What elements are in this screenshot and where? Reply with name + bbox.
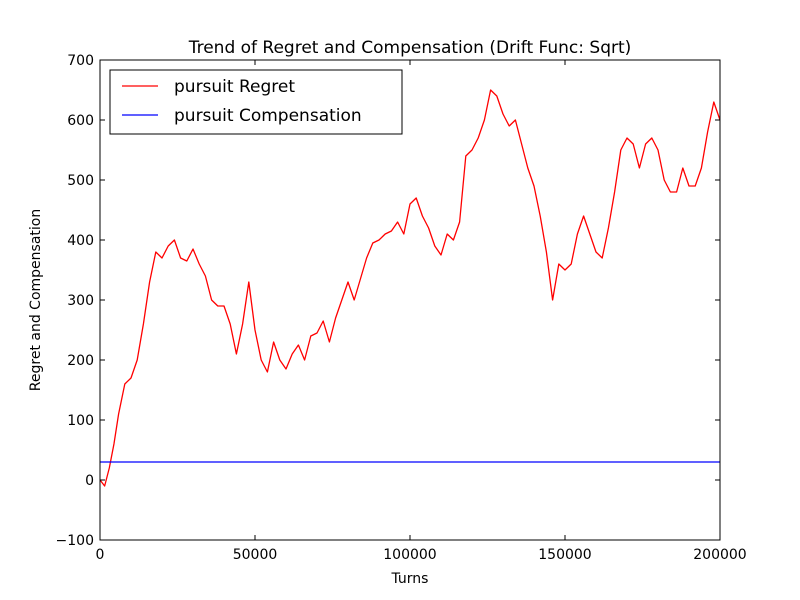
y-tick-label: 600: [67, 113, 94, 129]
legend: pursuit Regret pursuit Compensation: [109, 69, 403, 135]
legend-label-compensation: pursuit Compensation: [174, 106, 362, 126]
x-tick-label: 100000: [383, 547, 436, 563]
x-tick-label: 150000: [538, 547, 591, 563]
y-tick-label: 700: [67, 53, 94, 69]
x-tick-label: 50000: [233, 547, 278, 563]
x-axis-label: Turns: [391, 571, 429, 587]
y-tick-label: 400: [67, 233, 94, 249]
y-tick-label: 200: [67, 353, 94, 369]
legend-box: [109, 69, 403, 135]
y-tick-label: 500: [67, 173, 94, 189]
y-tick-label: 100: [67, 413, 94, 429]
y-axis-label: Regret and Compensation: [28, 209, 44, 391]
y-tick-label: 300: [67, 293, 94, 309]
chart-title: Trend of Regret and Compensation (Drift …: [188, 38, 632, 58]
legend-label-regret: pursuit Regret: [174, 77, 295, 97]
y-tick-label: 0: [85, 473, 94, 489]
x-tick-label: 0: [96, 547, 105, 563]
y-tick-label: −100: [56, 533, 94, 549]
series-line-pursuit-regret: [100, 89, 720, 487]
x-tick-label: 200000: [693, 547, 746, 563]
